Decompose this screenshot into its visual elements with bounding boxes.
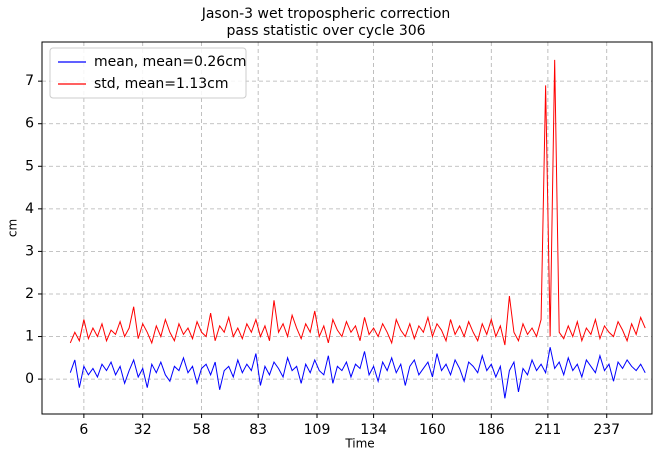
data-line [69, 347, 646, 399]
y-tick-label: 5 [25, 158, 34, 174]
legend-label: std, mean=1.13cm [94, 76, 229, 92]
x-tick-label: 186 [478, 422, 505, 438]
y-tick-label: 2 [25, 286, 34, 302]
x-tick-label: 32 [134, 422, 152, 438]
y-tick-label: 7 [25, 73, 34, 89]
x-tick-label: 134 [360, 422, 387, 438]
x-tick-label: 160 [419, 422, 446, 438]
plot-frame [41, 41, 653, 415]
y-axis-label: cm [6, 219, 20, 237]
y-tick-label: 3 [25, 243, 34, 259]
y-tick-label: 6 [25, 116, 34, 132]
y-tick-label: 1 [25, 329, 34, 345]
x-tick-label: 237 [593, 422, 620, 438]
chart-title: Jason-3 wet tropospheric correction [201, 6, 451, 22]
y-tick-label: 4 [25, 201, 34, 217]
x-tick-label: 58 [193, 422, 211, 438]
x-tick-label: 109 [304, 422, 331, 438]
chart-subtitle: pass statistic over cycle 306 [226, 23, 425, 39]
data-line [69, 59, 646, 346]
x-axis-label: Time [344, 437, 374, 451]
x-tick-label: 211 [535, 422, 562, 438]
x-tick-label: 83 [249, 422, 267, 438]
x-tick-label: 6 [79, 422, 88, 438]
legend-box [49, 47, 247, 99]
y-tick-label: 0 [25, 371, 34, 387]
legend-label: mean, mean=0.26cm [94, 54, 247, 70]
